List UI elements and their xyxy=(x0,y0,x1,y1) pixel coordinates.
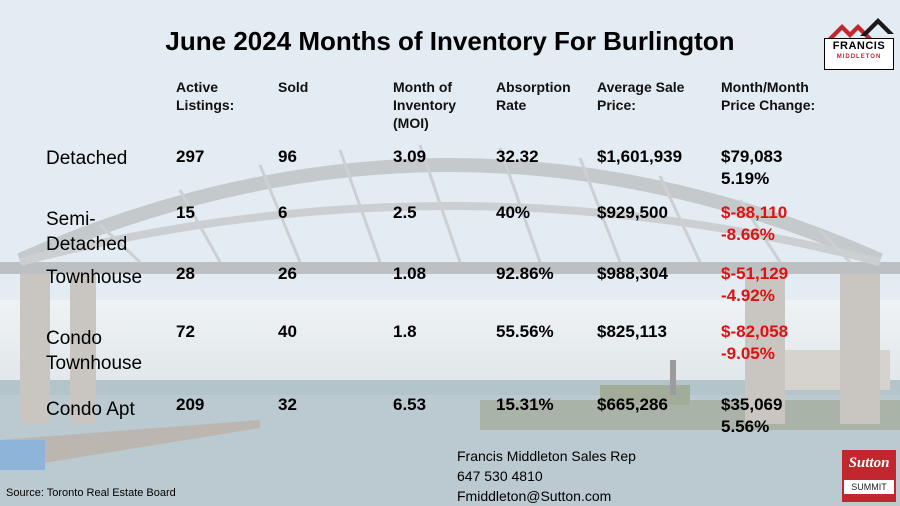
table-cell: $1,601,939 xyxy=(597,147,683,166)
contact-info: Francis Middleton Sales Rep 647 530 4810… xyxy=(457,446,636,506)
table-cell: $825,113 xyxy=(597,322,667,341)
table-cell: 297 xyxy=(176,147,205,166)
table-cell: 26 xyxy=(278,264,297,283)
source-note: Source: Toronto Real Estate Board xyxy=(6,487,176,499)
header-sold: Sold xyxy=(278,79,309,95)
price-change-cell: $-82,058 -9.05% xyxy=(721,322,789,363)
table-cell: 1.08 xyxy=(393,264,427,283)
contact-email: Fmiddleton@Sutton.com xyxy=(457,488,612,504)
francis-middleton-logo: FRANCIS MIDDLETON xyxy=(824,38,894,70)
table-cell: $665,286 xyxy=(597,395,668,414)
table-cell: 40 xyxy=(278,322,297,341)
table-cell: 72 xyxy=(176,322,195,341)
header-price-change: Month/Month Price Change: xyxy=(721,79,816,113)
row-label-semi-detached: Semi- Detached xyxy=(46,209,128,255)
table-cell: 209 xyxy=(176,395,205,414)
contact-name: Francis Middleton Sales Rep xyxy=(457,448,636,464)
table-cell: $988,304 xyxy=(597,264,668,283)
header-average-sale-price: Average Sale Price: xyxy=(597,79,685,113)
table-cell: 40% xyxy=(496,203,531,222)
price-change-cell: $79,083 5.19% xyxy=(721,147,783,188)
row-label-condo-townhouse: Condo Townhouse xyxy=(46,328,143,374)
header-moi: Month of Inventory (MOI) xyxy=(393,79,457,131)
table-cell: $929,500 xyxy=(597,203,668,222)
table-cell: 32 xyxy=(278,395,297,414)
table-cell: 15 xyxy=(176,203,195,222)
francis-middleton-logo-icon xyxy=(828,18,894,38)
table-cell: 1.8 xyxy=(393,322,417,341)
header-active-listings: Active Listings: xyxy=(176,79,235,113)
contact-phone: 647 530 4810 xyxy=(457,468,543,484)
table-cell: 55.56% xyxy=(496,322,554,341)
table-cell: 92.86% xyxy=(496,264,554,283)
table-cell: 96 xyxy=(278,147,297,166)
table-cell: 6.53 xyxy=(393,395,427,414)
table-cell: 3.09 xyxy=(393,147,427,166)
price-change-cell: $-51,129 -4.92% xyxy=(721,264,789,305)
sutton-summit-logo: Sutton SUMMIT xyxy=(842,450,896,502)
row-label-detached: Detached xyxy=(46,148,128,169)
table-cell: 32.32 xyxy=(496,147,539,166)
table-cell: 2.5 xyxy=(393,203,417,222)
table-cell: 15.31% xyxy=(496,395,554,414)
table-cell: 6 xyxy=(278,203,288,222)
slide-title: June 2024 Months of Inventory For Burlin… xyxy=(165,26,735,56)
row-label-townhouse: Townhouse xyxy=(46,267,143,288)
price-change-cell: $35,069 5.56% xyxy=(721,395,783,436)
table-cell: 28 xyxy=(176,264,195,283)
row-label-condo-apt: Condo Apt xyxy=(46,399,135,420)
header-absorption-rate: Absorption Rate xyxy=(496,79,571,113)
price-change-cell: $-88,110 -8.66% xyxy=(721,203,788,244)
